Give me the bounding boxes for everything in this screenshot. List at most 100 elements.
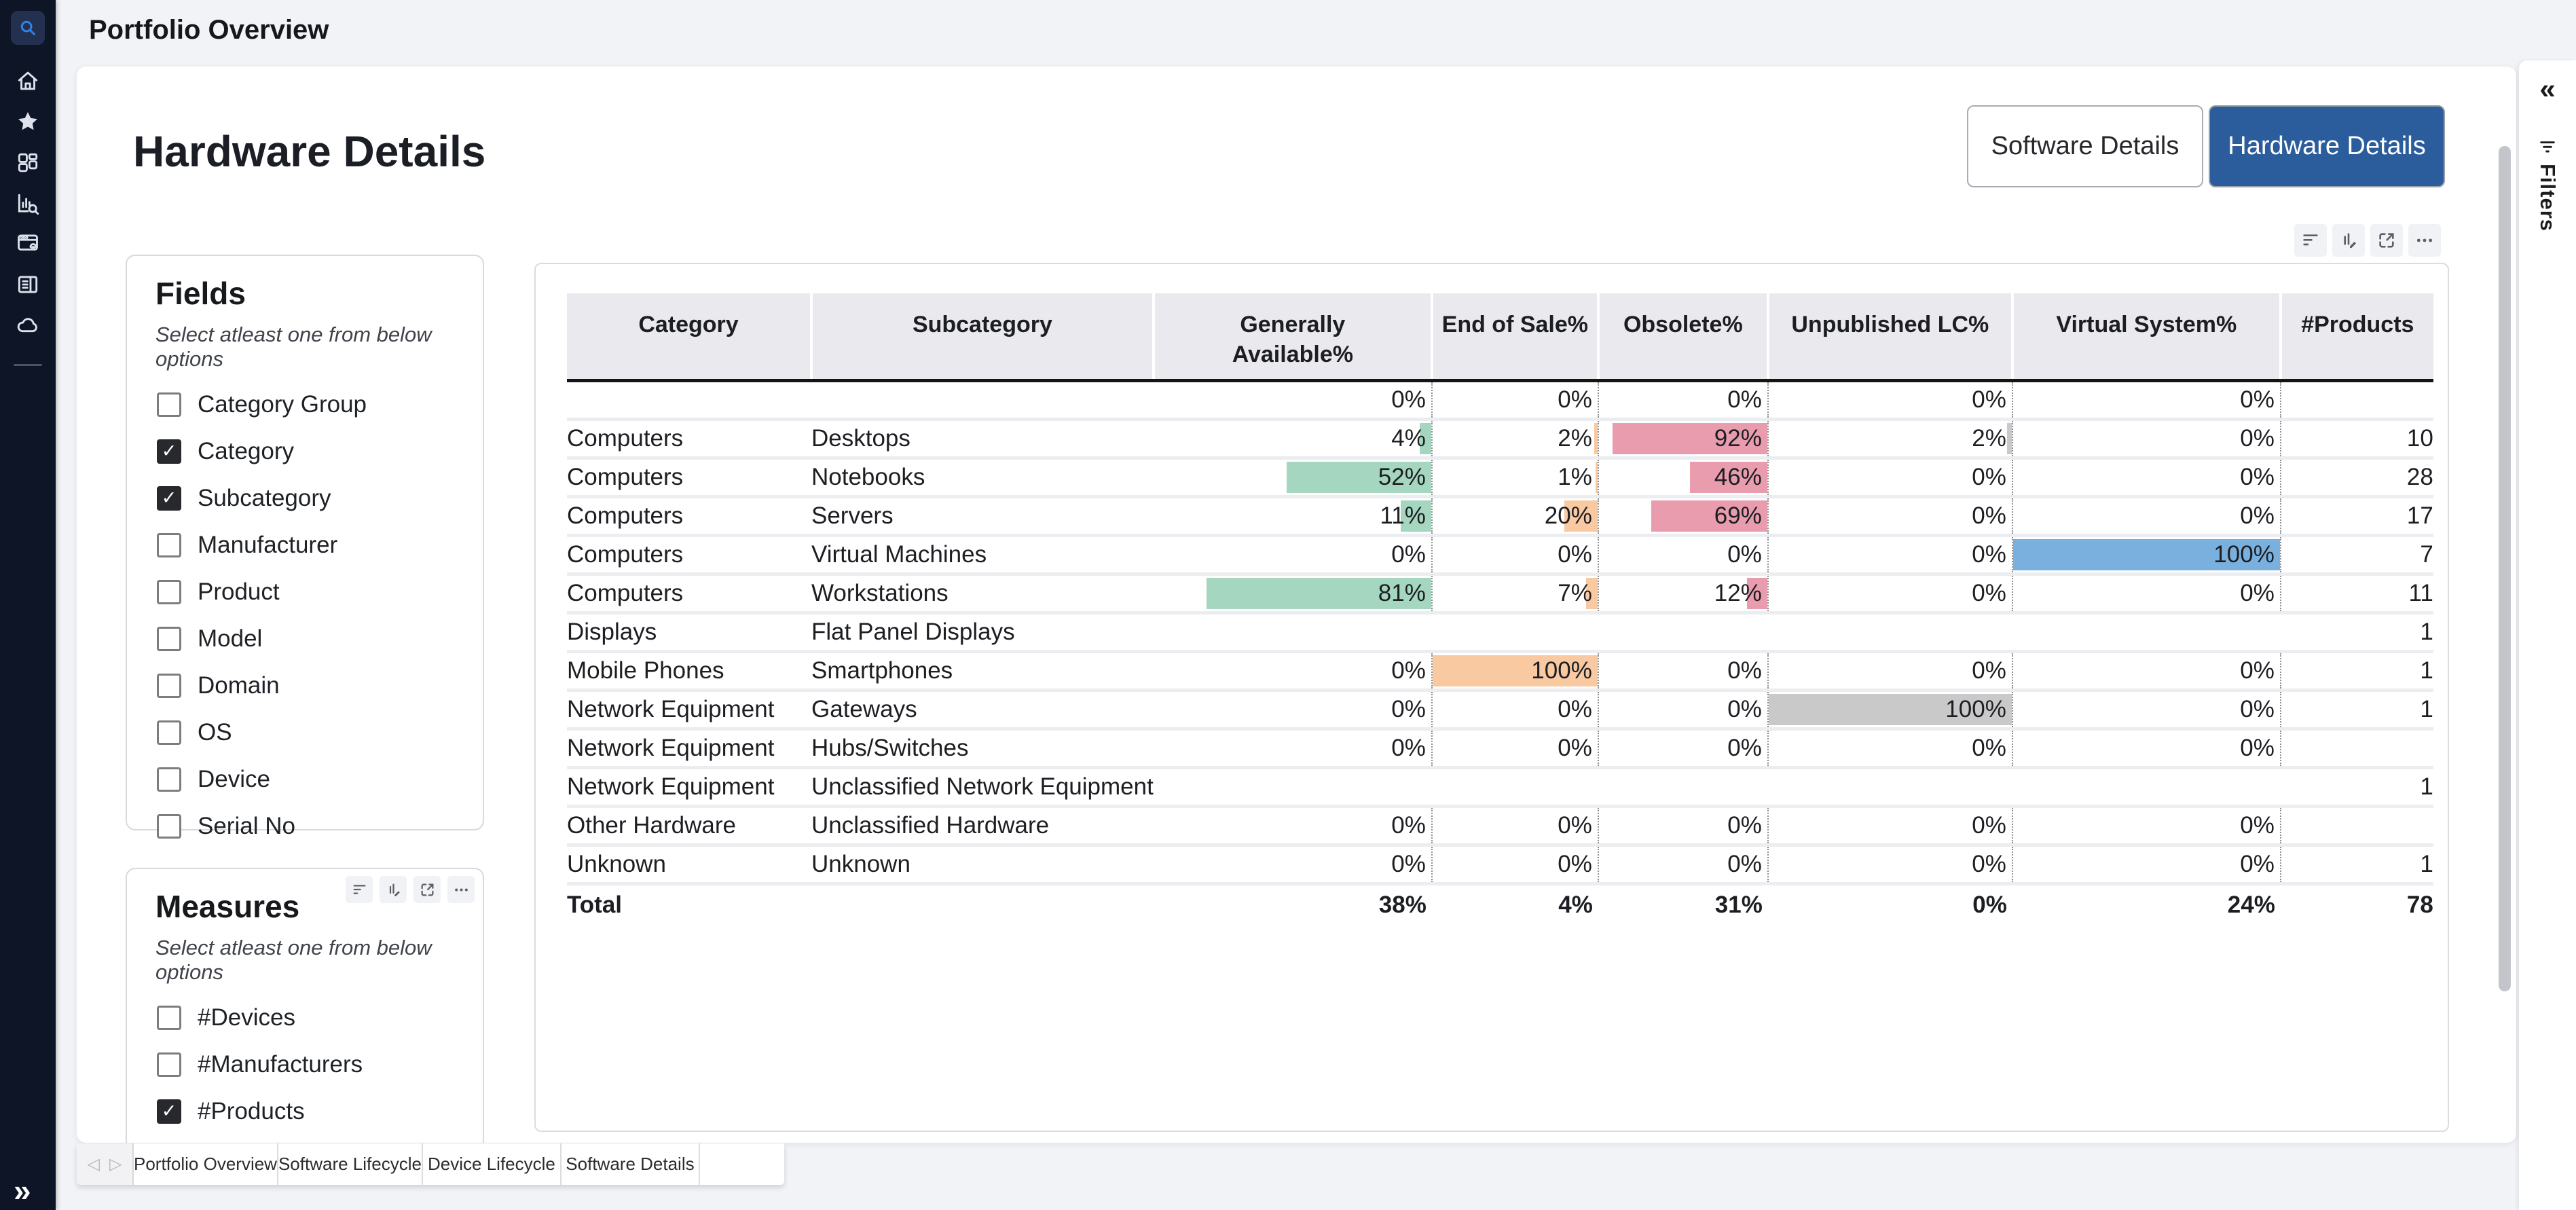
- cell-category[interactable]: Network Equipment: [567, 690, 811, 731]
- cell-products[interactable]: 1: [2280, 845, 2433, 885]
- cell-virt[interactable]: 0%: [2012, 458, 2281, 498]
- cell-virt[interactable]: 0%: [2012, 729, 2281, 769]
- reports-list-icon[interactable]: [15, 272, 41, 297]
- checkbox-unchecked[interactable]: [157, 532, 181, 557]
- cell-ga[interactable]: 0%: [1153, 806, 1433, 847]
- field-option[interactable]: Category Group: [127, 381, 483, 428]
- filter-icon[interactable]: [2537, 136, 2558, 158]
- cell-eos[interactable]: 0%: [1431, 845, 1599, 885]
- cell-virt[interactable]: 0%: [2012, 845, 2281, 885]
- cell-unpub[interactable]: 100%: [1767, 690, 2013, 731]
- column-header-eos[interactable]: End of Sale%: [1431, 293, 1600, 382]
- cell-subcategory[interactable]: Unknown: [811, 845, 1154, 885]
- cell-products[interactable]: 7: [2280, 535, 2433, 576]
- cell-ga[interactable]: 0%: [1153, 380, 1433, 421]
- cell-products[interactable]: [2280, 806, 2433, 847]
- cell-virt[interactable]: 0%: [2012, 419, 2281, 460]
- cell-category[interactable]: Unknown: [567, 845, 811, 885]
- analytics-search-icon[interactable]: [15, 191, 41, 217]
- cell-ga[interactable]: 0%: [1153, 690, 1433, 731]
- cell-eos[interactable]: 0%: [1431, 729, 1599, 769]
- cell-ga[interactable]: 4%: [1153, 419, 1433, 460]
- cell-obs[interactable]: [1598, 612, 1768, 653]
- cell-virt[interactable]: [2012, 612, 2281, 653]
- cell-obs[interactable]: 0%: [1598, 380, 1769, 421]
- cell-category[interactable]: Network Equipment: [567, 729, 811, 769]
- cell-eos[interactable]: 0%: [1431, 690, 1599, 731]
- tab-prev-icon[interactable]: ◁: [87, 1155, 100, 1173]
- home-icon[interactable]: [15, 68, 41, 94]
- cell-products[interactable]: 17: [2280, 496, 2433, 537]
- cell-subcategory[interactable]: Flat Panel Displays: [811, 612, 1154, 653]
- cell-products[interactable]: 11: [2280, 574, 2433, 615]
- hardware-details-button[interactable]: Hardware Details: [2209, 105, 2445, 187]
- cell-virt[interactable]: 0%: [2012, 806, 2281, 847]
- field-option[interactable]: OS: [127, 709, 483, 756]
- cell-ga[interactable]: 0%: [1153, 651, 1433, 692]
- cell-unpub[interactable]: 0%: [1767, 380, 2013, 421]
- personalize-icon[interactable]: [380, 876, 407, 903]
- page-tab[interactable]: Software Lifecycle: [278, 1143, 423, 1185]
- cell-obs[interactable]: 0%: [1598, 845, 1769, 885]
- checkbox-checked[interactable]: ✓: [157, 1099, 181, 1124]
- cell-obs[interactable]: 46%: [1598, 458, 1769, 498]
- cell-unpub[interactable]: 0%: [1767, 845, 2013, 885]
- cell-obs[interactable]: 31%: [1598, 881, 1768, 925]
- cell-eos[interactable]: [1431, 612, 1598, 653]
- cell-category[interactable]: Computers: [567, 458, 811, 498]
- cell-unpub[interactable]: [1767, 767, 2012, 808]
- cell-subcategory[interactable]: Workstations: [811, 574, 1154, 615]
- cell-unpub[interactable]: 0%: [1767, 496, 2013, 537]
- cell-virt[interactable]: 0%: [2012, 690, 2281, 731]
- measure-option[interactable]: #Manufacturers: [127, 1041, 483, 1088]
- cell-obs[interactable]: 0%: [1598, 651, 1769, 692]
- cell-subcategory[interactable]: Hubs/Switches: [811, 729, 1154, 769]
- cell-obs[interactable]: 69%: [1598, 496, 1769, 537]
- cell-products[interactable]: 28: [2280, 458, 2433, 498]
- cell-ga[interactable]: [1153, 767, 1432, 808]
- software-details-button[interactable]: Software Details: [1967, 105, 2203, 187]
- apps-grid-icon[interactable]: [15, 150, 41, 176]
- cell-virt[interactable]: [2012, 767, 2281, 808]
- field-option[interactable]: Domain: [127, 662, 483, 709]
- cell-ga[interactable]: 52%: [1153, 458, 1433, 498]
- cell-unpub[interactable]: 0%: [1767, 574, 2013, 615]
- cell-subcategory[interactable]: [811, 380, 1154, 421]
- checkbox-unchecked[interactable]: [157, 767, 181, 792]
- search-icon[interactable]: [11, 11, 45, 45]
- cell-category[interactable]: Total: [567, 881, 811, 925]
- expand-filters-icon[interactable]: «: [2539, 73, 2556, 105]
- cell-ga[interactable]: 81%: [1153, 574, 1433, 615]
- cell-category[interactable]: Network Equipment: [567, 767, 811, 808]
- column-header-unpub[interactable]: Unpublished LC%: [1767, 293, 2014, 382]
- cell-unpub[interactable]: 0%: [1767, 651, 2013, 692]
- more-options-icon[interactable]: [2408, 224, 2441, 257]
- cell-eos[interactable]: 0%: [1431, 806, 1599, 847]
- cell-obs[interactable]: 92%: [1598, 419, 1769, 460]
- focus-mode-icon[interactable]: [413, 876, 441, 903]
- cell-category[interactable]: Computers: [567, 574, 811, 615]
- cell-eos[interactable]: 100%: [1431, 651, 1599, 692]
- cell-eos[interactable]: 0%: [1431, 380, 1599, 421]
- cell-subcategory[interactable]: Notebooks: [811, 458, 1154, 498]
- tab-next-icon[interactable]: ▷: [109, 1155, 122, 1173]
- cell-subcategory[interactable]: Virtual Machines: [811, 535, 1154, 576]
- cell-category[interactable]: Displays: [567, 612, 811, 653]
- cell-eos[interactable]: 7%: [1431, 574, 1599, 615]
- checkbox-unchecked[interactable]: [157, 392, 181, 417]
- cell-products[interactable]: 1: [2280, 767, 2433, 808]
- cell-subcategory[interactable]: Unclassified Hardware: [811, 806, 1154, 847]
- app-monitor-icon[interactable]: [15, 230, 41, 256]
- cell-eos[interactable]: 1%: [1431, 458, 1599, 498]
- cell-eos[interactable]: 0%: [1431, 535, 1599, 576]
- cell-virt[interactable]: 100%: [2012, 535, 2281, 576]
- measure-option[interactable]: ✓ #Products: [127, 1088, 483, 1135]
- cell-products[interactable]: [2280, 729, 2433, 769]
- cell-products[interactable]: 1: [2280, 612, 2433, 653]
- focus-mode-icon[interactable]: [2370, 224, 2403, 257]
- cell-eos[interactable]: 20%: [1431, 496, 1599, 537]
- cell-ga[interactable]: 0%: [1153, 845, 1433, 885]
- cell-products[interactable]: 1: [2280, 651, 2433, 692]
- field-option[interactable]: ✓ Subcategory: [127, 475, 483, 521]
- cell-obs[interactable]: 0%: [1598, 806, 1769, 847]
